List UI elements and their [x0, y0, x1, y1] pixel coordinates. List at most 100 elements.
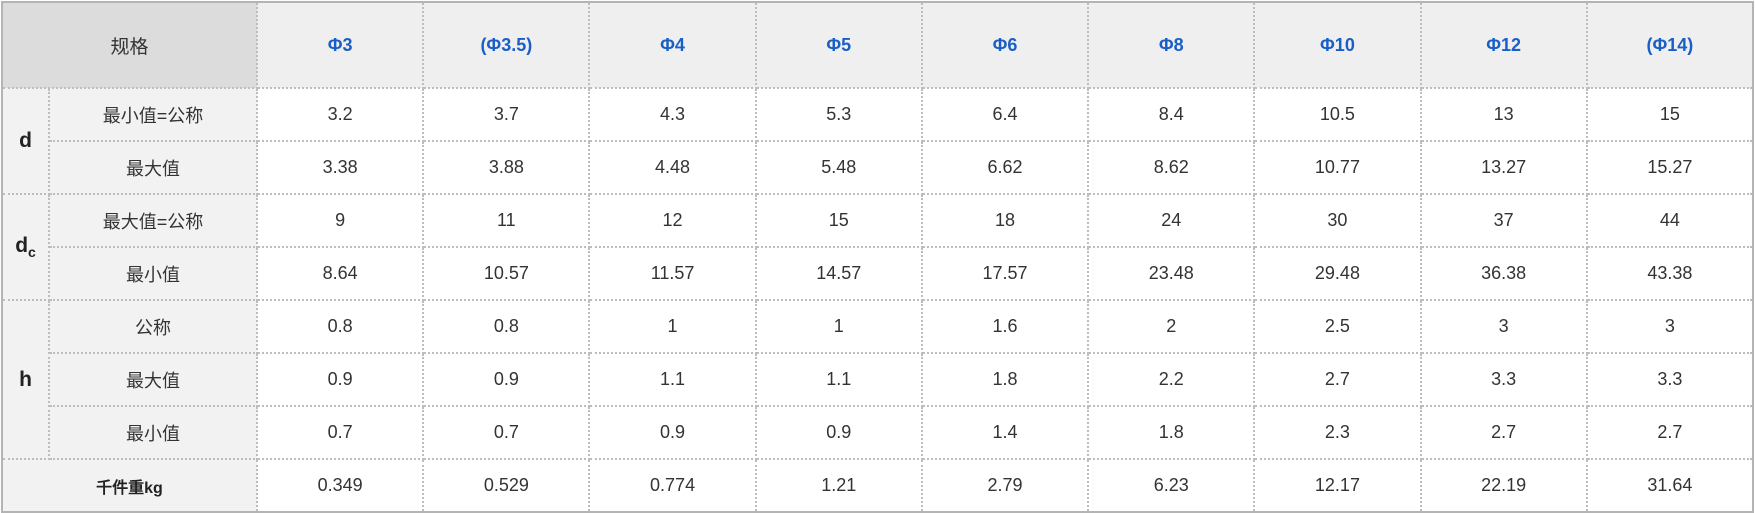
- value-cell: 3.88: [422, 140, 591, 195]
- value-cell: 44: [1585, 193, 1755, 248]
- value-cell: 11.57: [588, 246, 757, 301]
- value-cell: 4.3: [588, 87, 757, 142]
- value-cell: 3.2: [256, 87, 425, 142]
- group-label-d: d: [1, 87, 50, 195]
- row-label: 公称: [47, 299, 259, 354]
- value-cell: 0.8: [256, 299, 425, 354]
- weight-cell: 2.79: [920, 458, 1090, 513]
- value-cell: 1.6: [920, 299, 1090, 354]
- weight-cell: 1.21: [754, 458, 923, 513]
- row-label: 最小值: [47, 246, 259, 301]
- value-cell: 2.7: [1419, 405, 1588, 460]
- weight-cell: 0.349: [256, 458, 425, 513]
- value-cell: 0.7: [256, 405, 425, 460]
- value-cell: 3: [1419, 299, 1588, 354]
- value-cell: 24: [1087, 193, 1256, 248]
- size-header: Φ5: [754, 1, 923, 89]
- value-cell: 13.27: [1419, 140, 1588, 195]
- value-cell: 0.9: [754, 405, 923, 460]
- weight-label: 千件重kg: [0, 458, 259, 513]
- value-cell: 9: [256, 193, 425, 248]
- size-header: Φ3: [256, 1, 425, 89]
- value-cell: 2.5: [1253, 299, 1422, 354]
- value-cell: 18: [920, 193, 1090, 248]
- size-header: Φ4: [588, 1, 757, 89]
- size-header: Φ12: [1419, 1, 1588, 89]
- value-cell: 15: [754, 193, 923, 248]
- group-symbol: d: [19, 129, 32, 152]
- weight-cell: 0.774: [588, 458, 757, 513]
- value-cell: 13: [1419, 87, 1588, 142]
- row-label: 最大值=公称: [47, 193, 259, 248]
- row-label: 最大值: [47, 352, 259, 407]
- value-cell: 23.48: [1087, 246, 1256, 301]
- table-row: 最小值 0.7 0.7 0.9 0.9 1.4 1.8 2.3 2.7 2.7: [2, 405, 1755, 460]
- row-label: 最大值: [47, 140, 259, 195]
- value-cell: 3.3: [1585, 352, 1755, 407]
- group-label-h: h: [1, 299, 50, 460]
- value-cell: 0.9: [422, 352, 591, 407]
- group-subscript: c: [28, 244, 36, 261]
- table-row: dc 最大值=公称 9 11 12 15 18 24 30 37 44: [1, 193, 1755, 301]
- value-cell: 5.48: [754, 140, 923, 195]
- size-header: (Φ3.5): [422, 1, 591, 89]
- value-cell: 36.38: [1419, 246, 1588, 301]
- value-cell: 6.4: [920, 87, 1090, 142]
- value-cell: 10.77: [1253, 140, 1422, 195]
- value-cell: 2.7: [1585, 405, 1755, 460]
- table-row: 最大值 0.9 0.9 1.1 1.1 1.8 2.2 2.7 3.3 3.3: [2, 352, 1755, 407]
- weight-cell: 0.529: [422, 458, 591, 513]
- value-cell: 1.8: [1087, 405, 1256, 460]
- weight-row: 千件重kg 0.349 0.529 0.774 1.21 2.79 6.23 12.17 22.…: [0, 458, 1755, 513]
- value-cell: 2.3: [1253, 405, 1422, 460]
- value-cell: 11: [422, 193, 591, 248]
- value-cell: 5.3: [754, 87, 923, 142]
- table-row: h 公称 0.8 0.8 1 1 1.6 2 2.5 3 3: [1, 299, 1755, 460]
- size-header: Φ10: [1253, 1, 1422, 89]
- value-cell: 1: [754, 299, 923, 354]
- value-cell: 10.57: [422, 246, 591, 301]
- value-cell: 12: [588, 193, 757, 248]
- value-cell: 2.2: [1087, 352, 1256, 407]
- table-row: 最小值 8.64 10.57 11.57 14.57 17.57 23.48 29.48 36.…: [2, 246, 1755, 301]
- size-header: (Φ14): [1585, 1, 1755, 89]
- value-cell: 3.3: [1419, 352, 1588, 407]
- weight-cell: 6.23: [1087, 458, 1256, 513]
- value-cell: 2: [1087, 299, 1256, 354]
- value-cell: 1.4: [920, 405, 1090, 460]
- row-label: 最小值=公称: [47, 87, 259, 142]
- value-cell: 3: [1585, 299, 1755, 354]
- value-cell: 8.62: [1087, 140, 1256, 195]
- value-cell: 30: [1253, 193, 1422, 248]
- table-row: 最大值 3.38 3.88 4.48 5.48 6.62 8.62 10.77 13.27 15.…: [2, 140, 1755, 195]
- value-cell: 37: [1419, 193, 1588, 248]
- value-cell: 0.8: [422, 299, 591, 354]
- value-cell: 1.1: [754, 352, 923, 407]
- value-cell: 43.38: [1585, 246, 1755, 301]
- row-label: 最小值: [47, 405, 259, 460]
- weight-cell: 22.19: [1419, 458, 1588, 513]
- value-cell: 6.62: [920, 140, 1090, 195]
- value-cell: 1.8: [920, 352, 1090, 407]
- value-cell: 14.57: [754, 246, 923, 301]
- value-cell: 2.7: [1253, 352, 1422, 407]
- value-cell: 8.4: [1087, 87, 1256, 142]
- value-cell: 0.9: [256, 352, 425, 407]
- value-cell: 15.27: [1585, 140, 1755, 195]
- value-cell: 17.57: [920, 246, 1090, 301]
- weight-cell: 31.64: [1585, 458, 1755, 513]
- value-cell: 8.64: [256, 246, 425, 301]
- value-cell: 0.9: [588, 405, 757, 460]
- group-symbol: d: [15, 233, 29, 257]
- weight-cell: 12.17: [1253, 458, 1422, 513]
- size-header: Φ6: [920, 1, 1090, 89]
- group-symbol: h: [19, 367, 32, 391]
- group-label-dc: dc: [1, 193, 50, 301]
- value-cell: 1.1: [588, 352, 757, 407]
- value-cell: 3.38: [256, 140, 425, 195]
- value-cell: 15: [1585, 87, 1755, 142]
- table-row: d 最小值=公称 3.2 3.7 4.3 5.3 6.4 8.4 10.5 13 15: [1, 87, 1755, 195]
- spec-header: 规格: [0, 1, 259, 89]
- size-header: Φ8: [1087, 1, 1256, 89]
